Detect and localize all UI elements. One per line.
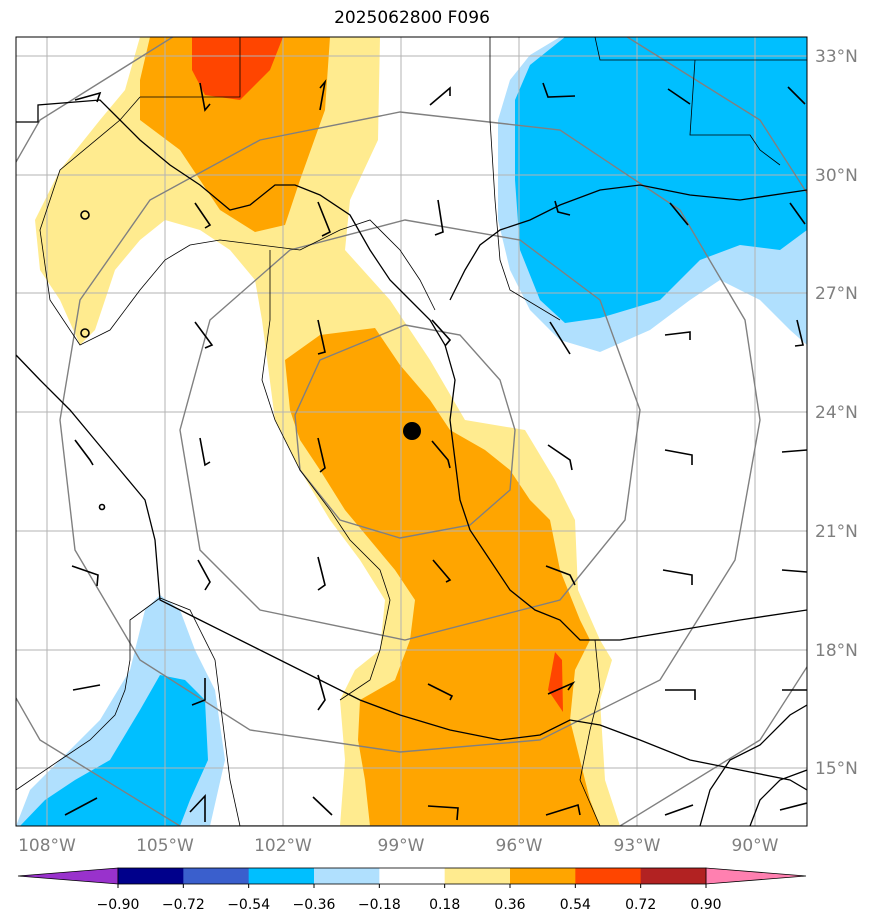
colorbar-swatch [510, 868, 576, 884]
colorbar-frame [117, 867, 707, 885]
wind-barbs [64, 79, 807, 822]
colorbar-swatch [183, 868, 250, 884]
colorbar-tick-label: 0.54 [560, 897, 591, 913]
lat-label: 30°N [815, 166, 858, 186]
map-title: 2025062800 F096 [334, 8, 490, 28]
lat-label: 24°N [815, 403, 858, 423]
storm-center-marker [403, 422, 421, 440]
graticule [16, 37, 807, 826]
colorbar-swatch [314, 868, 380, 884]
colorbar-swatch [379, 868, 446, 884]
map-frame [15, 36, 808, 827]
lon-label: 90°W [732, 836, 779, 856]
coastlines [16, 99, 807, 826]
red-anomaly-fill [192, 37, 563, 712]
colorbar-tick-label: −0.54 [227, 897, 270, 913]
latitude-labels: 33°N 30°N 27°N 24°N 21°N 18°N 15°N [815, 47, 858, 779]
colorbar-tick-label: 0.72 [625, 897, 656, 913]
lon-label: 102°W [254, 836, 312, 856]
colorbar-tick-label: −0.90 [97, 897, 140, 913]
lon-label: 99°W [378, 836, 425, 856]
colorbar: −0.90 −0.72 −0.54 −0.36 −0.18 0.18 0.36 0.54 0.7… [17, 867, 807, 913]
internal-borders [16, 37, 807, 826]
colorbar-extend-min [17, 867, 119, 885]
colorbar-tick-label: 0.36 [494, 897, 525, 913]
colorbar-tick-label: 0.90 [690, 897, 721, 913]
longitude-labels: 108°W 105°W 102°W 99°W 96°W 93°W 90°W [18, 836, 779, 856]
colorbar-extend-max [705, 867, 807, 885]
lon-label: 93°W [614, 836, 661, 856]
colorbar-tick-label: −0.18 [358, 897, 401, 913]
lat-label: 18°N [815, 641, 858, 661]
lat-label: 21°N [815, 522, 858, 542]
lon-label: 105°W [136, 836, 194, 856]
lon-label: 96°W [496, 836, 543, 856]
colorbar-swatch [118, 868, 184, 884]
colorbar-tick-label: −0.36 [293, 897, 336, 913]
colorbar-swatch [575, 868, 642, 884]
lat-label: 15°N [815, 759, 858, 779]
map-area [16, 37, 807, 826]
lat-label: 27°N [815, 284, 858, 304]
colorbar-swatch [248, 868, 315, 884]
colorbar-swatch [444, 868, 511, 884]
station-circles [80, 210, 106, 511]
colorbar-tick-label: −0.72 [162, 897, 205, 913]
blue-anomaly-fill [20, 37, 807, 826]
colorbar-swatch [640, 868, 707, 884]
lon-label: 108°W [18, 836, 76, 856]
lat-label: 33°N [815, 47, 858, 67]
colorbar-tick-label: 0.18 [429, 897, 460, 913]
